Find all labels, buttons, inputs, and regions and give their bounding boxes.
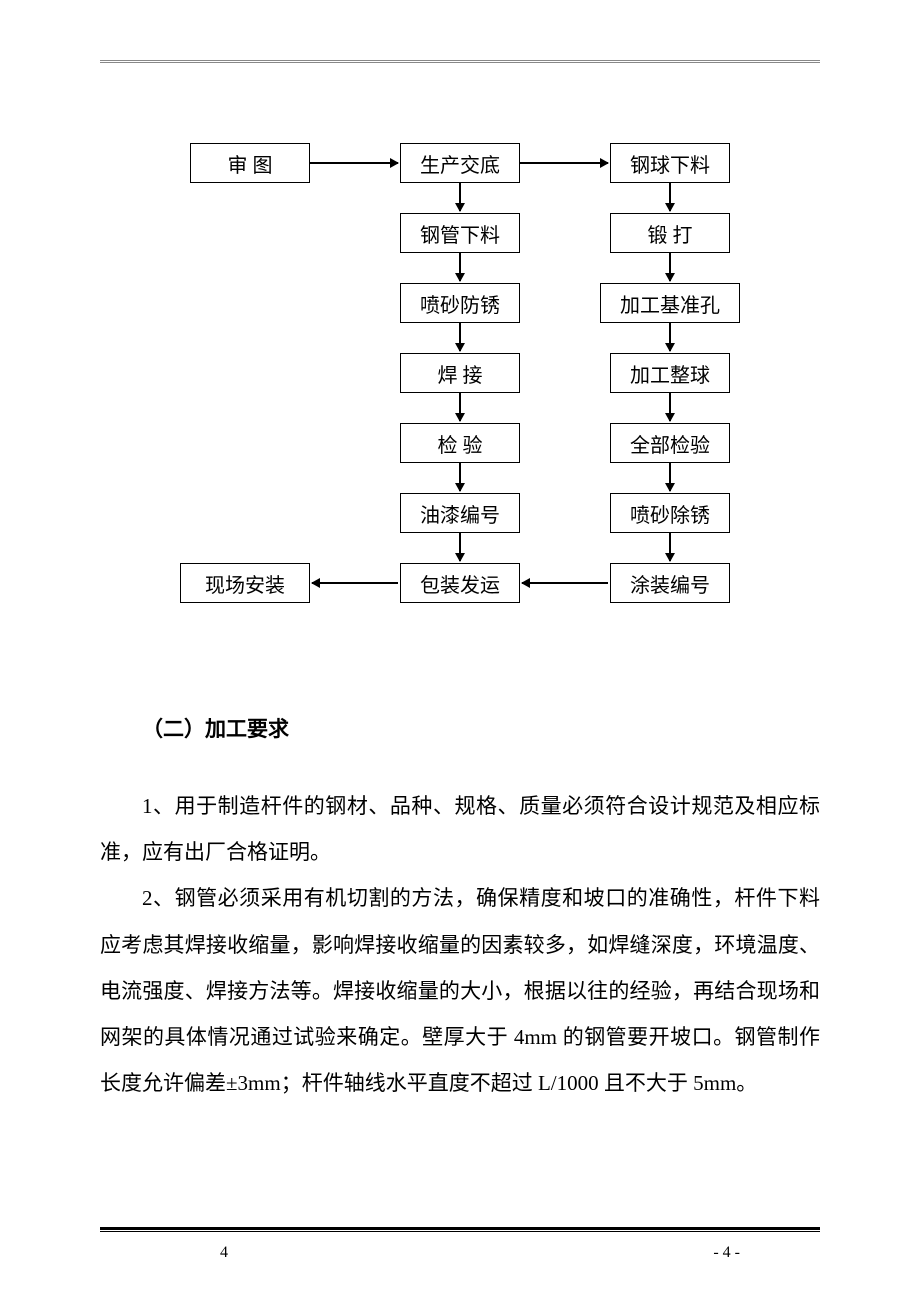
node-inspection: 检 验 (400, 423, 520, 463)
arrow-sandblast-to-weld (459, 323, 461, 351)
node-production-disclosure: 生产交底 (400, 143, 520, 183)
arrow-paintnum-to-packship (459, 533, 461, 561)
node-full-inspection: 全部检验 (610, 423, 730, 463)
arrow-forge-to-datumhole (669, 253, 671, 281)
arrow-wholeball-to-allinspect (669, 393, 671, 421)
page-footer: 4 - 4 - (100, 1244, 820, 1262)
node-paint-numbering: 油漆编号 (400, 493, 520, 533)
arrow-datumhole-to-wholeball (669, 323, 671, 351)
arrow-sandrust-to-coatnum (669, 533, 671, 561)
section-heading-processing-requirements: （二）加工要求 (100, 713, 820, 743)
arrow-allinspect-to-sandrust (669, 463, 671, 491)
node-pack-ship: 包装发运 (400, 563, 520, 603)
node-site-installation: 现场安装 (180, 563, 310, 603)
arrow-coatnum-to-packship (522, 582, 608, 584)
paragraph-requirement-2: 2、钢管必须采用有机切割的方法，确保精度和坡口的准确性，杆件下料应考虑其焊接收缩… (100, 875, 820, 1106)
footer-left-number: 4 (220, 1244, 228, 1262)
node-machine-whole-ball: 加工整球 (610, 353, 730, 393)
top-horizontal-rule (100, 60, 820, 63)
node-review-drawing: 审 图 (190, 143, 310, 183)
node-coating-numbering: 涂装编号 (610, 563, 730, 603)
node-welding: 焊 接 (400, 353, 520, 393)
node-forging: 锻 打 (610, 213, 730, 253)
bottom-horizontal-rule (100, 1227, 820, 1232)
arrow-weld-to-inspect (459, 393, 461, 421)
document-page: 审 图 生产交底 钢球下料 钢管下料 锻 打 喷砂防锈 加工基准孔 焊 接 加工… (0, 0, 920, 1302)
process-flowchart: 审 图 生产交底 钢球下料 钢管下料 锻 打 喷砂防锈 加工基准孔 焊 接 加工… (180, 143, 740, 663)
arrow-review-to-prod (310, 162, 398, 164)
arrow-prod-to-ballblank (520, 162, 608, 164)
node-pipe-blanking: 钢管下料 (400, 213, 520, 253)
arrow-packship-to-siteinstall (312, 582, 398, 584)
paragraph-requirement-1: 1、用于制造杆件的钢材、品种、规格、质量必须符合设计规范及相应标准，应有出厂合格… (100, 783, 820, 875)
node-steel-ball-blanking: 钢球下料 (610, 143, 730, 183)
node-datum-hole: 加工基准孔 (600, 283, 740, 323)
arrow-prod-to-pipeblank (459, 183, 461, 211)
footer-right-number: - 4 - (713, 1244, 740, 1262)
arrow-inspect-to-paintnum (459, 463, 461, 491)
node-sandblast-rustproof: 喷砂防锈 (400, 283, 520, 323)
node-sandblast-derust: 喷砂除锈 (610, 493, 730, 533)
arrow-pipeblank-to-sandblast (459, 253, 461, 281)
arrow-ballblank-to-forge (669, 183, 671, 211)
